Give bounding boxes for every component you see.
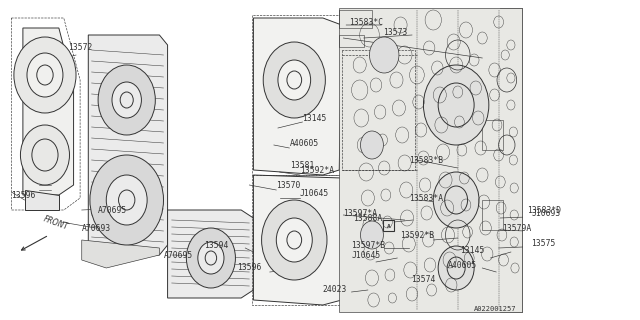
Text: A70695: A70695	[163, 251, 193, 260]
Text: 13588A: 13588A	[353, 213, 382, 222]
Text: 13581: 13581	[290, 161, 315, 170]
Circle shape	[262, 200, 327, 280]
Text: A70693: A70693	[82, 223, 111, 233]
Polygon shape	[168, 210, 253, 298]
Text: 13594: 13594	[205, 241, 229, 250]
Text: 13597*A: 13597*A	[343, 209, 378, 218]
Circle shape	[90, 155, 163, 245]
Text: A40605: A40605	[289, 139, 319, 148]
Text: 13574: 13574	[411, 276, 436, 284]
Circle shape	[276, 218, 312, 262]
Bar	[483, 200, 503, 230]
Circle shape	[20, 125, 70, 185]
Circle shape	[106, 175, 147, 225]
Circle shape	[369, 37, 399, 73]
Text: 13583*B: 13583*B	[409, 156, 443, 164]
Text: 13583*A: 13583*A	[409, 194, 443, 203]
Polygon shape	[417, 170, 497, 298]
Bar	[483, 120, 503, 150]
Text: 13583*C: 13583*C	[349, 18, 383, 27]
Circle shape	[112, 82, 141, 118]
Polygon shape	[253, 175, 342, 305]
Text: 13572: 13572	[68, 43, 92, 52]
Polygon shape	[23, 28, 74, 195]
Text: FRONT: FRONT	[42, 215, 70, 232]
Text: 13583*D: 13583*D	[527, 205, 561, 214]
Text: A70695: A70695	[98, 205, 127, 214]
Text: J10693: J10693	[531, 209, 561, 218]
Text: A022001257: A022001257	[474, 306, 516, 312]
Bar	[383, 220, 394, 231]
Text: 13145: 13145	[460, 245, 484, 254]
Text: 13596: 13596	[237, 263, 261, 273]
Circle shape	[14, 37, 76, 113]
Circle shape	[27, 53, 63, 97]
Polygon shape	[339, 8, 522, 312]
Polygon shape	[88, 35, 168, 255]
Circle shape	[360, 131, 383, 159]
Text: 13579A: 13579A	[502, 223, 531, 233]
Polygon shape	[500, 8, 522, 312]
Circle shape	[438, 246, 474, 290]
Bar	[339, 35, 364, 47]
Polygon shape	[419, 52, 495, 165]
Polygon shape	[82, 240, 159, 268]
Circle shape	[424, 65, 489, 145]
Circle shape	[198, 242, 224, 274]
Circle shape	[98, 65, 156, 135]
Text: 24023: 24023	[323, 285, 348, 294]
Text: 13573: 13573	[383, 28, 407, 36]
Polygon shape	[24, 190, 59, 210]
Polygon shape	[253, 18, 342, 175]
Text: J10645: J10645	[351, 252, 381, 260]
Text: J10645: J10645	[300, 188, 329, 197]
Text: 13592*B: 13592*B	[401, 230, 435, 239]
Text: 13145: 13145	[303, 114, 327, 123]
Text: 13570: 13570	[276, 180, 301, 189]
Text: 13575: 13575	[531, 238, 556, 247]
Circle shape	[433, 172, 479, 228]
Text: A40605: A40605	[448, 260, 477, 269]
Bar	[339, 10, 372, 28]
Circle shape	[278, 60, 310, 100]
Circle shape	[360, 221, 383, 249]
Text: 13597*B: 13597*B	[351, 241, 386, 250]
Text: A: A	[387, 223, 390, 228]
Bar	[637, 193, 640, 206]
Circle shape	[263, 42, 325, 118]
Circle shape	[186, 228, 236, 288]
Text: 13596: 13596	[12, 190, 36, 199]
Text: 13592*A: 13592*A	[300, 165, 334, 174]
